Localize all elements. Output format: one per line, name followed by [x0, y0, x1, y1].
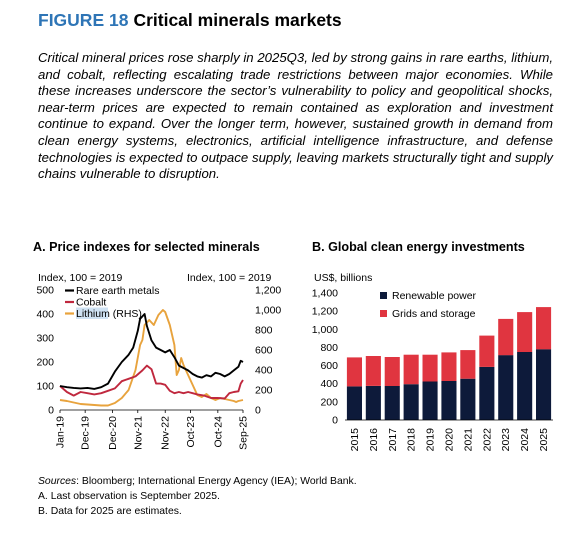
renewable-power-bar — [422, 381, 438, 420]
x-tick-label: 2025 — [538, 428, 550, 452]
grids-storage-bar — [460, 350, 476, 379]
x-tick-label: Jan-19 — [55, 416, 67, 448]
grids-storage-bar — [403, 354, 419, 385]
x-tick-label: 2021 — [462, 428, 474, 452]
sources-line: Sources: Bloomberg; International Energy… — [38, 474, 357, 489]
y-tick-label: 800 — [320, 342, 338, 354]
legend-label: Lithium (RHS) — [76, 308, 142, 320]
legend-label: Cobalt — [76, 297, 106, 309]
legend-swatch — [380, 310, 387, 317]
y-tick-label: 600 — [320, 360, 338, 372]
panel-b-title: B. Global clean energy investments — [312, 240, 525, 254]
note-a: A. Last observation is September 2025. — [38, 491, 220, 502]
y-tick-label: 1,000 — [312, 324, 338, 336]
legend-label: Renewable power — [392, 290, 477, 302]
x-tick-label: 2015 — [349, 428, 361, 452]
grids-storage-bar — [422, 354, 438, 382]
x-tick-label: Dec-19 — [80, 416, 92, 450]
sources-text: : Bloomberg; International Energy Agency… — [76, 476, 357, 487]
left-tick-label: 400 — [36, 309, 54, 321]
y-tick-label: 0 — [332, 415, 338, 427]
x-tick-label: 2024 — [519, 428, 531, 452]
right-tick-label: 200 — [255, 385, 273, 397]
x-tick-label: Nov-22 — [160, 416, 172, 450]
x-tick-label: 2019 — [425, 428, 437, 452]
sources-label: Sources — [38, 476, 77, 487]
renewable-power-bar — [517, 352, 533, 420]
y-tick-label: 200 — [320, 396, 338, 408]
grids-storage-bar — [517, 312, 533, 352]
x-tick-label: Oct-23 — [185, 416, 197, 448]
renewable-power-bar — [479, 366, 495, 420]
right-tick-label: 1,000 — [255, 305, 281, 317]
x-tick-label: 2018 — [406, 428, 418, 452]
legend-label: Grids and storage — [392, 308, 476, 320]
figure-title: FIGURE 18 Critical minerals markets — [38, 10, 342, 31]
x-tick-label: Dec-20 — [107, 416, 119, 450]
x-tick-label: 2022 — [481, 428, 493, 452]
x-tick-label: Sep-25 — [238, 416, 250, 450]
renewable-power-bar — [441, 381, 457, 420]
right-tick-label: 600 — [255, 345, 273, 357]
renewable-power-bar — [365, 386, 381, 420]
x-tick-label: 2016 — [368, 428, 380, 452]
grids-storage-bar — [479, 335, 495, 367]
right-tick-label: 1,200 — [255, 285, 281, 297]
grids-storage-bar — [536, 307, 552, 350]
y-tick-label: 1,400 — [312, 288, 338, 300]
right-tick-label: 800 — [255, 325, 273, 337]
y-tick-label: 400 — [320, 378, 338, 390]
left-tick-label: 300 — [36, 333, 54, 345]
figure-number: FIGURE 18 — [38, 10, 129, 30]
x-tick-label: 2020 — [444, 428, 456, 452]
x-tick-label: 2023 — [500, 428, 512, 452]
x-tick-label: 2017 — [387, 428, 399, 452]
renewable-power-bar — [384, 386, 400, 420]
renewable-power-bar — [346, 386, 362, 420]
legend-swatch — [380, 292, 387, 299]
panel-a-title: A. Price indexes for selected minerals — [33, 240, 260, 254]
grids-storage-bar — [365, 356, 381, 386]
renewable-power-bar — [536, 349, 552, 420]
left-axis-label: Index, 100 = 2019 — [38, 272, 123, 284]
grids-storage-bar — [346, 357, 362, 387]
intro-paragraph: Critical mineral prices rose sharply in … — [38, 50, 553, 182]
renewable-power-bar — [403, 384, 419, 420]
rare-earth-line — [59, 313, 244, 390]
renewable-power-bar — [460, 378, 476, 420]
note-b: B. Data for 2025 are estimates. — [38, 506, 182, 517]
legend-label: Rare earth metals — [76, 285, 159, 297]
grids-storage-bar — [384, 357, 400, 386]
figure-title-text: Critical minerals markets — [133, 10, 342, 30]
renewable-power-bar — [498, 355, 514, 420]
right-tick-label: 400 — [255, 365, 273, 377]
right-tick-label: 0 — [255, 405, 261, 417]
x-tick-label: Oct-24 — [212, 416, 224, 448]
left-tick-label: 0 — [48, 405, 54, 417]
grids-storage-bar — [441, 352, 457, 381]
right-axis-label: Index, 100 = 2019 — [187, 272, 272, 284]
left-tick-label: 200 — [36, 357, 54, 369]
grids-storage-bar — [498, 318, 514, 356]
y-tick-label: 1,200 — [312, 306, 338, 318]
lithium-line — [59, 309, 244, 407]
left-tick-label: 100 — [36, 381, 54, 393]
figure-notes: Sources: Bloomberg; International Energy… — [38, 474, 357, 519]
left-tick-label: 500 — [36, 285, 54, 297]
y-axis-label: US$, billions — [314, 272, 372, 284]
legend-highlight — [76, 307, 108, 319]
cobalt-line — [59, 364, 244, 400]
x-tick-label: Nov-21 — [132, 416, 144, 450]
